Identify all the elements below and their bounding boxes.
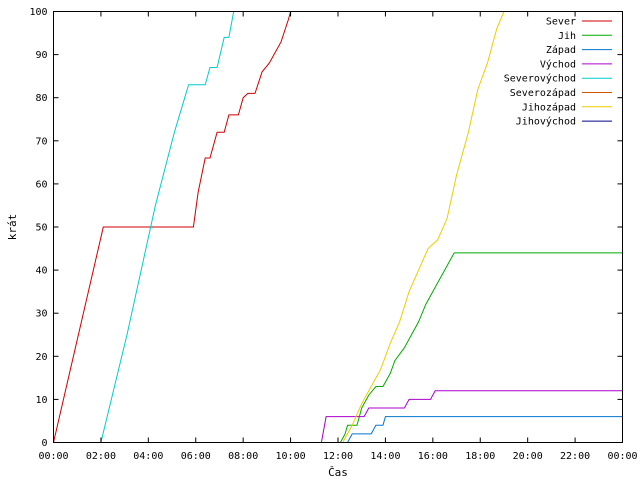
- series-line-1: [53, 11, 292, 443]
- x-tick-label: 16:00: [418, 451, 448, 462]
- x-tick-label: 08:00: [228, 451, 258, 462]
- legend-label: Východ: [540, 58, 576, 70]
- y-tick-label: 30: [35, 309, 47, 320]
- series-line-3: [347, 416, 623, 443]
- legend-label: Severovýchod: [504, 73, 576, 85]
- x-axis-title: Čas: [328, 466, 348, 479]
- legend-label: Západ: [546, 44, 576, 56]
- x-tick-label: 00:00: [38, 451, 68, 462]
- series-line-2: [339, 252, 623, 443]
- y-tick-label: 100: [29, 7, 47, 18]
- y-tick-label: 60: [35, 179, 47, 190]
- x-tick-label: 00:00: [607, 451, 637, 462]
- legend-label: Jihozápad: [522, 101, 576, 113]
- ticks-layer: 00:00 02:00 04:00 06:00 08:00 10:00 12:00 14:00…: [29, 7, 637, 462]
- x-tick-label: 02:00: [86, 451, 116, 462]
- y-tick-label: 0: [41, 438, 47, 449]
- legend-label: Severozápad: [510, 87, 576, 99]
- legend-label: Jih: [558, 31, 576, 42]
- legend-label: Jihovýchod: [516, 116, 576, 128]
- y-tick-label: 40: [35, 266, 47, 277]
- x-tick-label: 12:00: [323, 451, 353, 462]
- series-line-7: [342, 11, 505, 443]
- x-tick-label: 22:00: [560, 451, 590, 462]
- y-tick-label: 50: [35, 223, 47, 234]
- y-tick-label: 20: [35, 352, 47, 363]
- series-layer: [53, 11, 623, 443]
- series-line-5: [100, 11, 235, 443]
- x-tick-label: 06:00: [181, 451, 211, 462]
- x-tick-label: 04:00: [133, 451, 163, 462]
- x-tick-label: 14:00: [370, 451, 400, 462]
- x-tick-label: 20:00: [513, 451, 543, 462]
- legend-label: Sever: [546, 17, 576, 28]
- y-tick-label: 10: [35, 395, 47, 406]
- y-axis-title: krát: [6, 214, 19, 241]
- x-tick-label: 10:00: [276, 451, 306, 462]
- y-tick-label: 70: [35, 136, 47, 147]
- series-line-4: [320, 390, 623, 443]
- y-tick-label: 90: [35, 50, 47, 61]
- x-tick-label: 18:00: [465, 451, 495, 462]
- legend: Sever Jih Západ Východ Severovýchod Severozáp…: [504, 17, 612, 128]
- y-tick-label: 80: [35, 93, 47, 104]
